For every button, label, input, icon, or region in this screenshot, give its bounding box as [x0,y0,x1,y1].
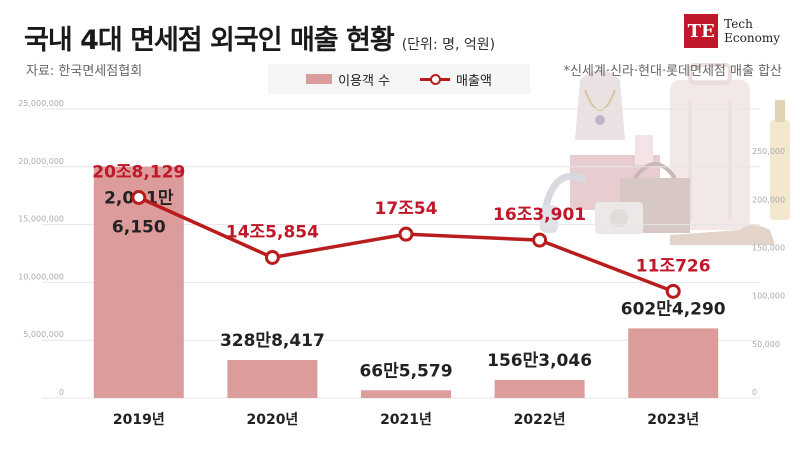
sales-point [398,226,414,242]
x-axis-category-label: 2020년 [246,412,298,428]
right-axis-tick-label: 200,000 [752,195,785,204]
bar-value-label: 6,150 [112,218,166,238]
x-axis-category-label: 2022년 [514,412,566,428]
bar [361,390,451,398]
line-value-label: 20조8,129 [92,163,185,183]
left-axis-tick-label: 25,000,000 [18,99,64,108]
x-axis-category-label: 2023년 [647,412,699,428]
legend-item-bar: 이용객 수 [306,70,390,89]
line-value-label: 11조726 [636,256,711,276]
logo-line1: Tech [724,17,753,31]
bar-value-label: 156만3,046 [487,351,592,371]
legend-bar-label: 이용객 수 [338,73,391,89]
right-axis-tick-label: 150,000 [752,244,785,253]
right-axis-tick-label: 250,000 [752,147,785,156]
left-axis-tick-label: 10,000,000 [18,272,64,281]
line-value-label: 14조5,854 [226,222,319,242]
bar [93,166,184,398]
bar-value-label: 602만4,290 [621,299,726,319]
legend-item-line: 매출액 [420,70,492,89]
bar [628,328,719,398]
brand-logo: TE Tech Economy [684,14,780,48]
right-axis-tick-label: 0 [752,388,757,397]
legend-line-label: 매출액 [456,73,492,89]
legend-bar-swatch [306,74,333,84]
legend-line-swatch [420,73,451,85]
left-axis-tick-label: 0 [59,388,64,397]
left-axis-tick-label: 5,000,000 [23,330,64,339]
left-axis-tick-label: 15,000,000 [18,215,64,224]
line-value-label: 17조54 [375,199,438,219]
sales-point [264,249,280,265]
x-axis-category-label: 2021년 [380,412,432,428]
page-title: 국내 4대 면세점 외국인 매출 현황 [24,25,395,56]
logo-wordmark: Tech Economy [724,17,780,45]
line-value-label: 16조3,901 [493,205,586,225]
bar [494,379,585,398]
logo-line2: Economy [724,31,780,45]
x-axis-category-label: 2019년 [113,412,165,428]
right-axis-tick-label: 50,000 [752,340,780,349]
bar [227,359,318,398]
duty-free-products-illustration [540,63,790,245]
sales-point [532,232,548,248]
bar-value-label: 66만5,579 [359,361,452,381]
sales-point [131,190,147,206]
left-axis-tick-label: 20,000,000 [18,157,64,166]
chart-legend: 이용객 수 매출액 [268,64,530,94]
logo-mark: TE [684,14,719,48]
right-axis-tick-label: 100,000 [752,292,785,301]
sales-point [665,283,681,299]
bar-value-label: 328만8,417 [220,331,325,351]
footnote: *신세계·신라·현대·롯데면세점 매출 합산 [563,64,782,79]
title-block: 국내 4대 면세점 외국인 매출 현황 (단위: 명, 억원) [24,18,495,57]
source-note: 자료: 한국면세점협회 [26,64,143,79]
unit-note: (단위: 명, 억원) [401,37,496,53]
